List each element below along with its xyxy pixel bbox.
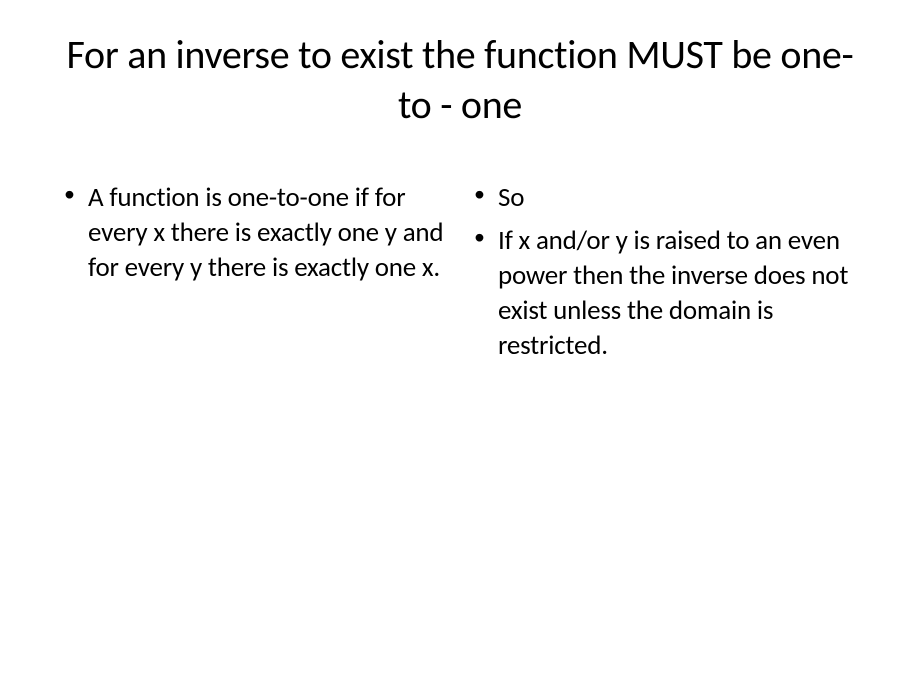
right-column: So If x and/or y is raised to an even po…: [470, 180, 860, 371]
left-column: A function is one-to-one if for every x …: [60, 180, 450, 371]
list-item: So: [470, 180, 860, 215]
list-item: If x and/or y is raised to an even power…: [470, 223, 860, 363]
slide-title: For an inverse to exist the function MUS…: [60, 30, 860, 130]
left-bullet-list: A function is one-to-one if for every x …: [60, 180, 450, 285]
list-item: A function is one-to-one if for every x …: [60, 180, 450, 285]
right-bullet-list: So If x and/or y is raised to an even po…: [470, 180, 860, 363]
content-columns: A function is one-to-one if for every x …: [60, 180, 860, 371]
